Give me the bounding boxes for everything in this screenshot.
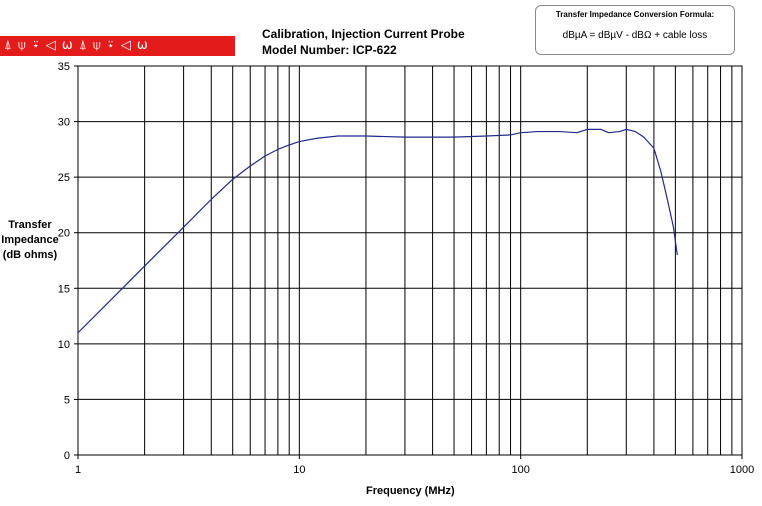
formula-text: dBµA = dBµV - dBΩ + cable loss xyxy=(562,30,708,41)
y-axis-label-line: Impedance xyxy=(1,234,59,246)
y-tick-label: 30 xyxy=(58,117,70,129)
series-group xyxy=(77,128,678,334)
grid-lines xyxy=(78,66,742,455)
y-axis-label-line: Transfer xyxy=(8,219,52,231)
y-axis-label: Transfer Impedance (dB ohms) xyxy=(0,218,60,263)
y-tick-label: 25 xyxy=(58,172,70,184)
series-line xyxy=(77,128,678,334)
y-tick-label: 20 xyxy=(58,228,70,240)
formula-box: Transfer Impedance Conversion Formula: d… xyxy=(535,5,735,55)
x-tick-label: 1 xyxy=(75,464,81,476)
y-tick-label: 15 xyxy=(58,283,70,295)
y-tick-label: 10 xyxy=(58,339,70,351)
chart-title-block: Calibration, Injection Current Probe Mod… xyxy=(262,26,465,58)
chart-subtitle: Model Number: ICP-622 xyxy=(262,43,397,57)
x-tick-labels: 1 10 100 1000 xyxy=(75,455,754,476)
x-tick-label: 100 xyxy=(511,464,529,476)
x-axis-label: Frequency (MHz) xyxy=(366,485,455,497)
y-tick-label: 35 xyxy=(58,61,70,73)
x-tick-label: 1000 xyxy=(730,464,754,476)
chart-title: Calibration, Injection Current Probe xyxy=(262,27,465,41)
y-tick-label: 0 xyxy=(64,450,70,462)
logo-strip: ⍋ ⍦ ⍣ ◁ ω ⍋ ⍦ ⍣ ◁ ω xyxy=(0,36,235,56)
x-tick-label: 10 xyxy=(293,464,305,476)
formula-title: Transfer Impedance Conversion Formula: xyxy=(555,10,715,19)
y-axis-label-line: (dB ohms) xyxy=(2,249,58,261)
plot-frame xyxy=(77,65,743,456)
y-tick-labels: 0 5 10 15 20 25 30 35 xyxy=(58,61,78,462)
y-tick-label: 5 xyxy=(64,394,70,406)
